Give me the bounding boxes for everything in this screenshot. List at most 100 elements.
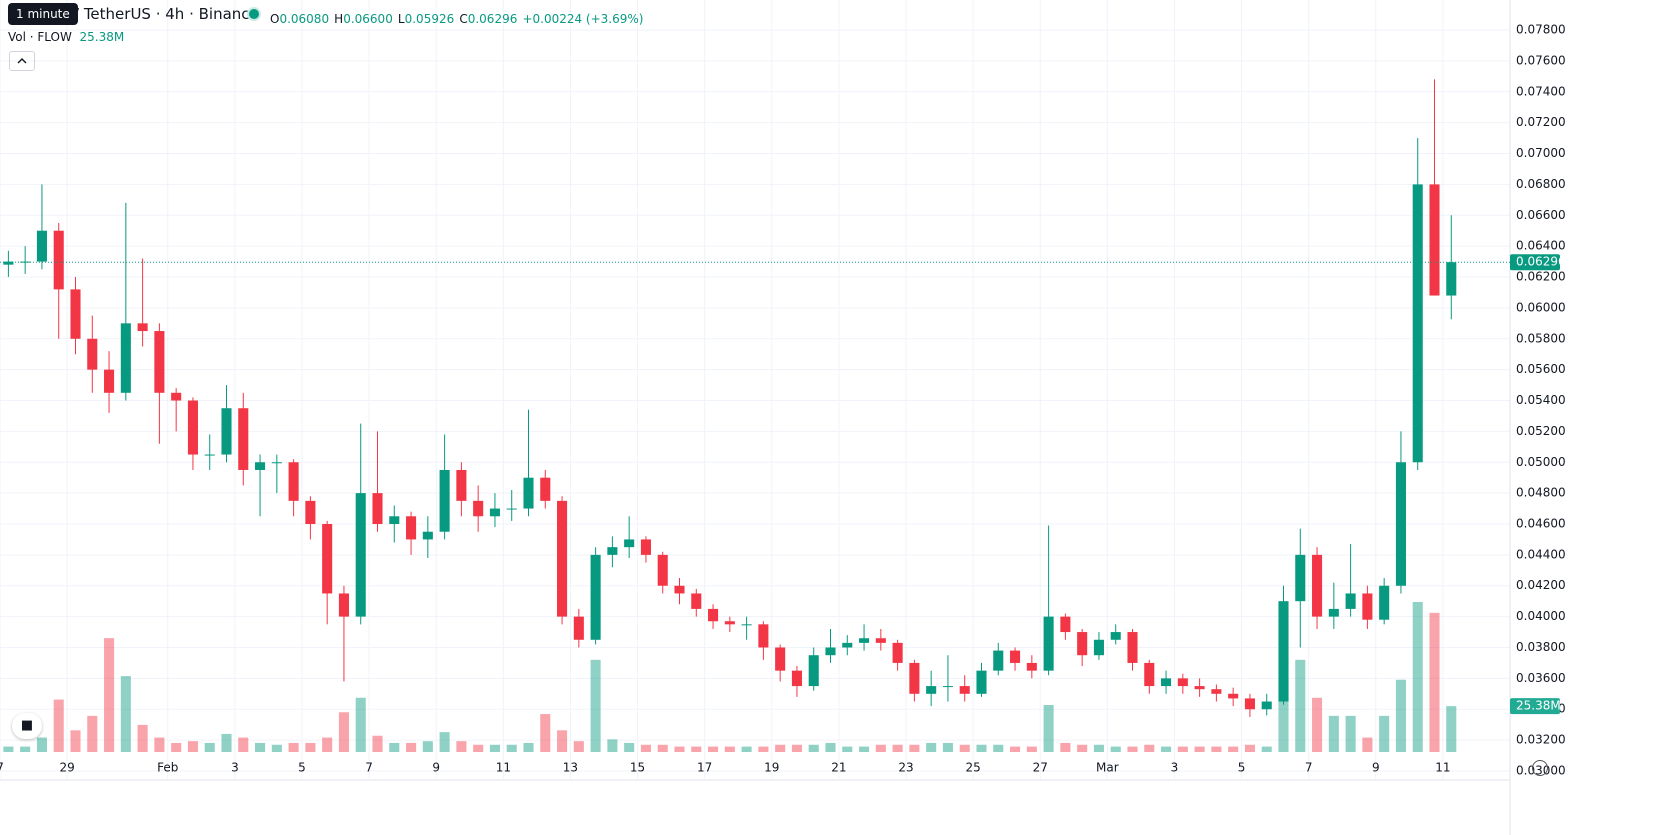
volume-bar: [1043, 705, 1054, 752]
y-tick-label: 0.07200: [1516, 115, 1566, 129]
volume-bar: [1328, 715, 1339, 752]
volume-bar: [523, 742, 534, 752]
candle-body: [1010, 650, 1021, 663]
candle-body: [120, 323, 131, 393]
candle-body: [1211, 689, 1222, 694]
x-tick-label: 13: [563, 761, 578, 775]
candle-body: [691, 593, 702, 609]
x-tick-label: 25: [965, 761, 980, 775]
volume-bar: [338, 712, 349, 752]
volume-bar: [875, 744, 886, 752]
volume-bar: [204, 742, 215, 752]
y-tick-label: 0.04600: [1516, 517, 1566, 531]
volume-bar: [1429, 612, 1440, 752]
candle-body: [1379, 585, 1390, 620]
x-tick-label: 7: [365, 761, 373, 775]
status-dot: [249, 9, 259, 19]
y-tick-label: 0.05800: [1516, 331, 1566, 345]
volume-bar: [557, 730, 568, 752]
collapse-button[interactable]: [9, 51, 35, 71]
volume-bar: [1010, 746, 1021, 752]
volume-bar: [1395, 679, 1406, 752]
y-tick-label: 0.06000: [1516, 300, 1566, 314]
volume-bar: [808, 744, 819, 752]
volume-bar: [489, 744, 500, 752]
volume-bar: [624, 742, 635, 752]
candle-body: [1345, 593, 1356, 609]
volume-legend: Vol · FLOW 25.38M: [8, 30, 124, 44]
volume-bar: [607, 739, 618, 752]
settings-icon[interactable]: [1532, 760, 1548, 776]
volume-bar: [1362, 737, 1373, 752]
volume-bar: [1127, 746, 1138, 752]
candle-body: [775, 647, 786, 671]
candle-body: [708, 608, 719, 622]
candle-body: [942, 686, 953, 688]
volume-bar: [1244, 744, 1255, 752]
o-value: 0.06080: [279, 12, 330, 26]
candle-body: [724, 621, 735, 625]
x-tick-label: 3: [231, 761, 239, 775]
volume-bar: [255, 742, 266, 752]
volume-bar: [305, 742, 316, 752]
candle-body: [1228, 693, 1239, 699]
ohlc-legend: O0.06080 H0.06600 L0.05926 C0.06296 +0.0…: [270, 8, 643, 27]
volume-bar: [892, 744, 903, 752]
candle-body: [674, 585, 685, 594]
volume-bar: [758, 746, 769, 752]
volume-bar: [1278, 677, 1289, 752]
volume-bar: [87, 715, 98, 752]
volume-bar: [859, 746, 870, 752]
candle-body: [221, 408, 232, 455]
y-tick-label: 0.07400: [1516, 84, 1566, 98]
candle-body: [573, 616, 584, 640]
logo[interactable]: ■: [12, 713, 42, 739]
candle-body: [1312, 554, 1323, 617]
candle-body: [1026, 662, 1037, 671]
volume-bar: [1261, 746, 1272, 752]
candle-body: [171, 392, 182, 401]
x-tick-label: 15: [630, 761, 645, 775]
candle-body: [473, 500, 484, 517]
candle-body: [389, 516, 400, 524]
candle-body: [540, 477, 551, 501]
price-tag: [1510, 254, 1560, 271]
candle-body: [489, 508, 500, 517]
h-value: 0.06600: [343, 12, 393, 26]
y-tick-label: 0.04200: [1516, 578, 1566, 592]
volume-bar: [959, 744, 970, 752]
volume-bar: [187, 741, 198, 752]
volume-bar: [1211, 746, 1222, 752]
l-key: L: [397, 12, 405, 26]
candle-body: [271, 462, 282, 464]
volume-bar: [406, 742, 417, 752]
volume-bar: [137, 724, 148, 752]
volume-bar: [791, 744, 802, 752]
candle-body: [1161, 678, 1172, 687]
volume-bar: [221, 733, 232, 752]
volume-bar: [1345, 715, 1356, 752]
candle-body: [1295, 554, 1306, 602]
candle-body: [439, 469, 450, 532]
candle-body: [976, 670, 987, 694]
volume-bar: [288, 742, 299, 752]
candle-body: [3, 261, 14, 265]
x-tick-label: 23: [898, 761, 913, 775]
volume-bar: [473, 744, 484, 752]
x-tick-label: 5: [1238, 761, 1246, 775]
candle-body: [355, 493, 366, 617]
y-tick-label: 0.07800: [1516, 23, 1566, 37]
candle-body: [70, 289, 81, 339]
volume-name: Vol · FLOW: [8, 30, 72, 44]
volume-bar: [422, 741, 433, 752]
volume-bar: [271, 744, 282, 752]
candle-body: [657, 554, 668, 586]
volume-value: 25.38M: [79, 30, 125, 44]
volume-bar: [1093, 744, 1104, 752]
volume-bar: [540, 714, 551, 752]
candle-body: [1127, 632, 1138, 663]
tooltip: 1 minute: [8, 3, 78, 25]
volume-bar: [1228, 746, 1239, 752]
candle-body: [1328, 608, 1339, 617]
y-tick-label: 0.06400: [1516, 239, 1566, 253]
